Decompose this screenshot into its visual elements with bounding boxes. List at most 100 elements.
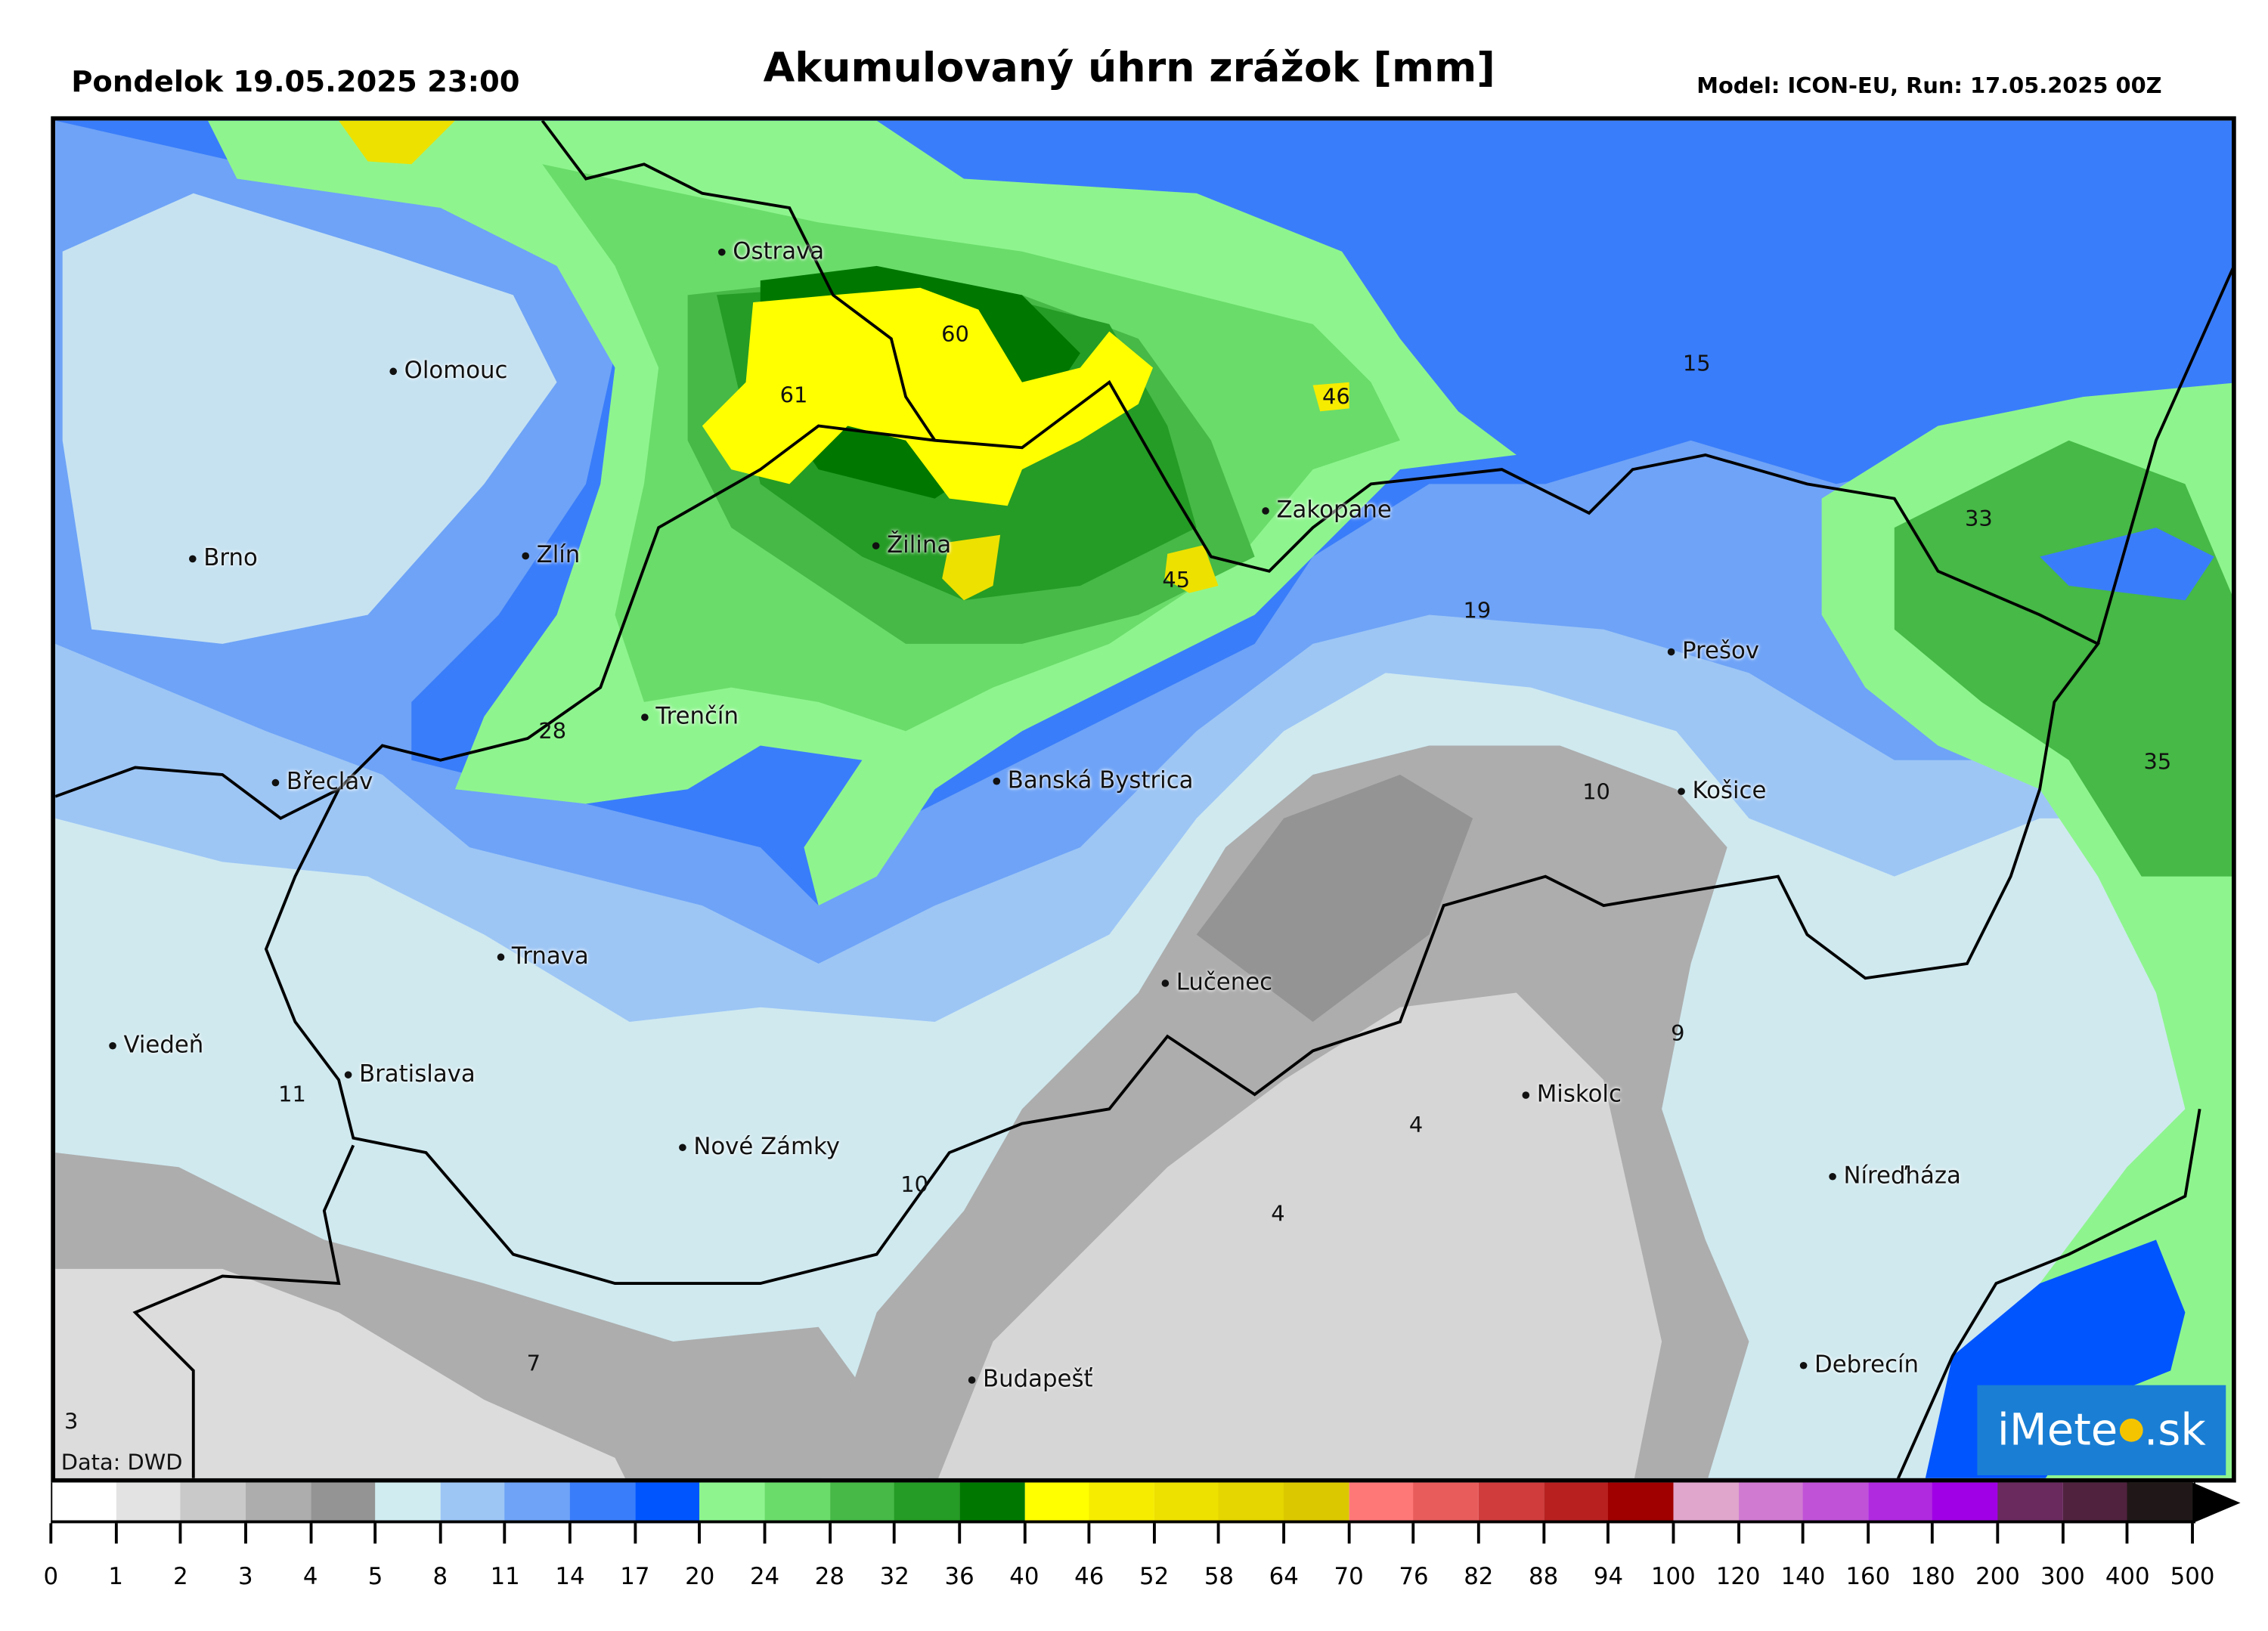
colorbar-tick-label: 36 <box>944 1562 974 1590</box>
colorbar-segment <box>2062 1482 2129 1524</box>
imeteo-logo[interactable]: iMete .sk <box>1977 1385 2226 1475</box>
colorbar-tick-label: 58 <box>1204 1562 1235 1590</box>
colorbar-tick-label: 140 <box>1780 1562 1826 1590</box>
colorbar-tick-label: 17 <box>620 1562 650 1590</box>
colorbar-tick <box>1737 1523 1740 1544</box>
colorbar-tick <box>1931 1523 1935 1544</box>
colorbar-tick <box>633 1523 637 1544</box>
city-dot <box>189 555 197 563</box>
border-hungary-austria <box>132 1144 355 1478</box>
colorbar-segment <box>1024 1482 1090 1524</box>
colorbar-segment <box>1673 1482 1740 1524</box>
colorbar-segment <box>1543 1482 1610 1524</box>
colorbar-tick-label: 4 <box>302 1562 318 1590</box>
colorbar-tick-label: 52 <box>1139 1562 1170 1590</box>
colorbar-segment <box>1997 1482 2064 1524</box>
colorbar-tick <box>1606 1523 1610 1544</box>
city-dot <box>968 1376 976 1384</box>
city-dot <box>389 367 398 376</box>
border-ukraine-romania <box>1896 267 2232 1478</box>
colorbar-tick-label: 5 <box>367 1562 383 1590</box>
colorbar-segment <box>829 1482 896 1524</box>
sun-icon <box>2119 1418 2143 1442</box>
city-label: Trnava <box>497 942 589 970</box>
city-dot <box>1667 648 1675 656</box>
city-label: Banská Bystrica <box>993 766 1194 794</box>
value-label: 33 <box>1964 506 1993 532</box>
city-dot <box>872 542 880 549</box>
colorbar-tick-label: 400 <box>2105 1562 2150 1590</box>
colorbar-tick-label: 88 <box>1529 1562 1559 1590</box>
colorbar-segment <box>2127 1482 2193 1524</box>
colorbar-tick <box>179 1523 182 1544</box>
colorbar-tick <box>1022 1523 1026 1544</box>
city-name: Nové Zámky <box>693 1132 840 1160</box>
value-label: 46 <box>1321 383 1350 410</box>
city-dot <box>1522 1091 1530 1099</box>
value-label: 19 <box>1463 597 1492 624</box>
city-dot <box>679 1144 686 1152</box>
colorbar-segment <box>245 1482 311 1524</box>
colorbar-tick <box>893 1523 897 1544</box>
city-label: Miskolc <box>1522 1080 1622 1107</box>
city-label: Zakopane <box>1262 495 1392 524</box>
area-lightblue-west <box>62 193 557 644</box>
city-label: Budapešť <box>968 1364 1093 1393</box>
city-name: Zlín <box>536 540 581 568</box>
city-dot <box>641 713 649 721</box>
precipitation-map[interactable]: Ostrava Olomouc Brno Zlín Žilina Zakopan… <box>51 116 2236 1483</box>
colorbar-tick-label: 76 <box>1399 1562 1429 1590</box>
city-label: Olomouc <box>389 356 507 384</box>
city-dot <box>993 777 1001 785</box>
area-lightgrey-center <box>938 992 1662 1478</box>
colorbar-segment <box>1413 1482 1479 1524</box>
colorbar-segment <box>1608 1482 1675 1524</box>
colorbar-tick-label: 70 <box>1334 1562 1364 1590</box>
colorbar-tick <box>763 1523 767 1544</box>
city-label: Níreďháza <box>1829 1162 1961 1189</box>
city-name: Budapešť <box>983 1364 1093 1393</box>
colorbar-tick-label: 300 <box>2040 1562 2085 1590</box>
city-label: Nové Zámky <box>679 1132 840 1160</box>
city-name: Žilina <box>887 530 952 559</box>
colorbar-tick-label: 24 <box>749 1562 780 1590</box>
value-label: 60 <box>941 321 969 348</box>
value-label: 61 <box>779 382 808 409</box>
colorbar-segment <box>1154 1482 1220 1524</box>
colorbar-tick-label: 3 <box>238 1562 253 1590</box>
value-label: 10 <box>900 1171 928 1198</box>
area-yellow-2 <box>942 534 1001 601</box>
logo-text: iMete <box>1997 1404 2118 1456</box>
city-dot <box>1799 1361 1808 1369</box>
colorbar-tick <box>503 1523 507 1544</box>
colorbar-tick-label: 2 <box>173 1562 188 1590</box>
colorbar-segment <box>959 1482 1025 1524</box>
colorbar-tick <box>1217 1523 1221 1544</box>
city-dot <box>718 248 726 256</box>
city-label: Lučenec <box>1161 967 1273 996</box>
city-label: Trenčín <box>641 701 739 730</box>
colorbar-segment <box>1349 1482 1414 1524</box>
colorbar-tick-label: 1 <box>108 1562 123 1590</box>
city-label: Bratislava <box>344 1060 476 1087</box>
city-name: Lučenec <box>1176 967 1273 996</box>
colorbar-tick <box>958 1523 961 1544</box>
value-label: 35 <box>2143 748 2172 775</box>
colorbar-tick-label: 32 <box>879 1562 909 1590</box>
colorbar-segment <box>764 1482 831 1524</box>
city-label: Viedeň <box>109 1030 203 1058</box>
colorbar-segment <box>570 1482 636 1524</box>
colorbar-tick <box>698 1523 702 1544</box>
colorbar-tick <box>1996 1523 2000 1544</box>
colorbar-tick-label: 82 <box>1464 1562 1494 1590</box>
area-lightgrey-sw <box>55 1268 625 1478</box>
logo-text-suffix: .sk <box>2143 1404 2206 1456</box>
colorbar-tick-label: 11 <box>490 1562 520 1590</box>
city-name: Trenčín <box>655 701 739 730</box>
city-dot <box>1829 1172 1836 1181</box>
city-label: Debrecín <box>1799 1351 1919 1378</box>
city-name: Zakopane <box>1276 495 1392 524</box>
city-name: Banská Bystrica <box>1007 766 1194 794</box>
colorbar <box>51 1482 2241 1527</box>
city-dot <box>1262 507 1269 515</box>
